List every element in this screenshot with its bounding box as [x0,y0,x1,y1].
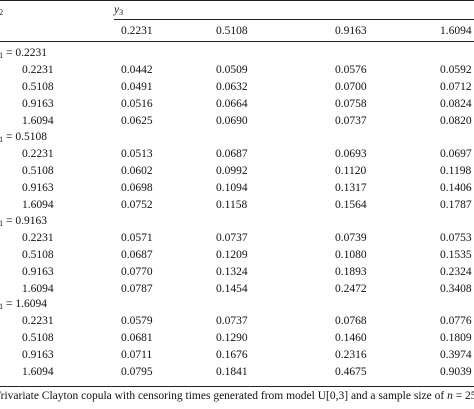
row-label: 0.9163 [22,182,54,194]
table-cell: 0.0795 [121,366,153,378]
table-cell: 0.1809 [440,332,472,344]
table-cell: 0.0712 [440,81,472,93]
row-variable-label: y2 [0,8,4,17]
table-cell: 0.0776 [440,315,472,327]
table-cell: 0.0681 [121,332,153,344]
table-cell: 0.0700 [335,81,367,93]
row-label: 0.5108 [22,332,54,344]
table-cell: 0.0632 [216,81,248,93]
table-cell: 0.4675 [335,366,367,378]
table-cell: 0.0824 [440,98,472,110]
table-cell: 0.0513 [121,148,153,160]
table-cell: 0.2316 [335,349,367,361]
table-cell: 0.0698 [121,182,153,194]
row-label: 0.5108 [22,81,54,93]
table-cell: 0.0579 [121,315,153,327]
table-cell: 0.0693 [335,148,367,160]
row-label: 0.2231 [22,315,54,327]
table-cell: 0.0820 [440,115,472,127]
group-label: y1 = 0.9163 [0,215,47,228]
table-cell: 0.1080 [335,249,367,261]
row-label: 0.9163 [22,266,54,278]
column-header: 0.9163 [335,25,367,37]
table-cell: 0.0664 [216,98,248,110]
table-cell: 0.0491 [121,81,153,93]
table-cell: 0.0442 [121,64,153,76]
column-spanner-rule [114,19,474,20]
table-cell: 0.0576 [335,64,367,76]
table-cell: 0.1893 [335,266,367,278]
row-label: 1.6094 [22,366,54,378]
table-cell: 0.1460 [335,332,367,344]
table-cell: 0.0752 [121,199,153,211]
table-cell: 0.9039 [440,366,472,378]
table-cell: 0.0770 [121,266,153,278]
row-label: 1.6094 [22,283,54,295]
table-cell: 0.0625 [121,115,153,127]
column-header: 0.5108 [216,25,248,37]
table-cell: 0.1564 [335,199,367,211]
table-cell: 0.0992 [216,165,248,177]
row-label: 0.5108 [22,165,54,177]
group-label: y1 = 0.5108 [0,131,47,144]
table-cell: 0.2324 [440,266,472,278]
bottom-rule [0,386,474,387]
table-cell: 0.0690 [216,115,248,127]
table-cell: 0.0753 [440,232,472,244]
column-header: 0.2231 [121,25,153,37]
table-cell: 0.3974 [440,349,472,361]
table-cell: 0.1120 [335,165,367,177]
row-label: 0.2231 [22,232,54,244]
column-header: 1.6094 [440,25,472,37]
table-cell: 0.0509 [216,64,248,76]
table-caption: Trivariate Clayton copula with censoring… [0,390,474,402]
table-cell: 0.0711 [121,349,153,361]
table-cell: 0.0592 [440,64,472,76]
row-label: 0.9163 [22,98,54,110]
table-cell: 0.0737 [216,315,248,327]
table-cell: 0.1317 [335,182,367,194]
table-cell: 0.0687 [216,148,248,160]
table-cell: 0.0737 [335,115,367,127]
header-rule [0,41,474,42]
row-label: 0.2231 [22,148,54,160]
table-cell: 0.1094 [216,182,248,194]
table-cell: 0.1535 [440,249,472,261]
table-cell: 0.0516 [121,98,153,110]
table-cell: 0.1158 [216,199,248,211]
row-label: 1.6094 [22,115,54,127]
row-label: 0.2231 [22,64,54,76]
group-label: y1 = 0.2231 [0,47,47,60]
table-cell: 0.0602 [121,165,153,177]
table-cell: 0.1841 [216,366,248,378]
table-cell: 0.0571 [121,232,153,244]
table-cell: 0.1290 [216,332,248,344]
table-cell: 0.1324 [216,266,248,278]
table-cell: 0.1787 [440,199,472,211]
table-cell: 0.1676 [216,349,248,361]
top-rule [0,0,474,1]
table-cell: 0.2472 [335,283,367,295]
table-cell: 0.3408 [440,283,472,295]
group-label: y1 = 1.6094 [0,298,47,311]
table-cell: 0.1406 [440,182,472,194]
row-label: 0.5108 [22,249,54,261]
table-cell: 0.1209 [216,249,248,261]
table-cell: 0.0739 [335,232,367,244]
row-label: 0.9163 [22,349,54,361]
table-cell: 0.0737 [216,232,248,244]
row-label: 1.6094 [22,199,54,211]
table-cell: 0.0697 [440,148,472,160]
table-cell: 0.1454 [216,283,248,295]
table-cell: 0.0687 [121,249,153,261]
table-cell: 0.0787 [121,283,153,295]
table-cell: 0.1198 [440,165,472,177]
table-cell: 0.0758 [335,98,367,110]
table-cell: 0.0768 [335,315,367,327]
column-variable-label: y3 [114,4,124,17]
